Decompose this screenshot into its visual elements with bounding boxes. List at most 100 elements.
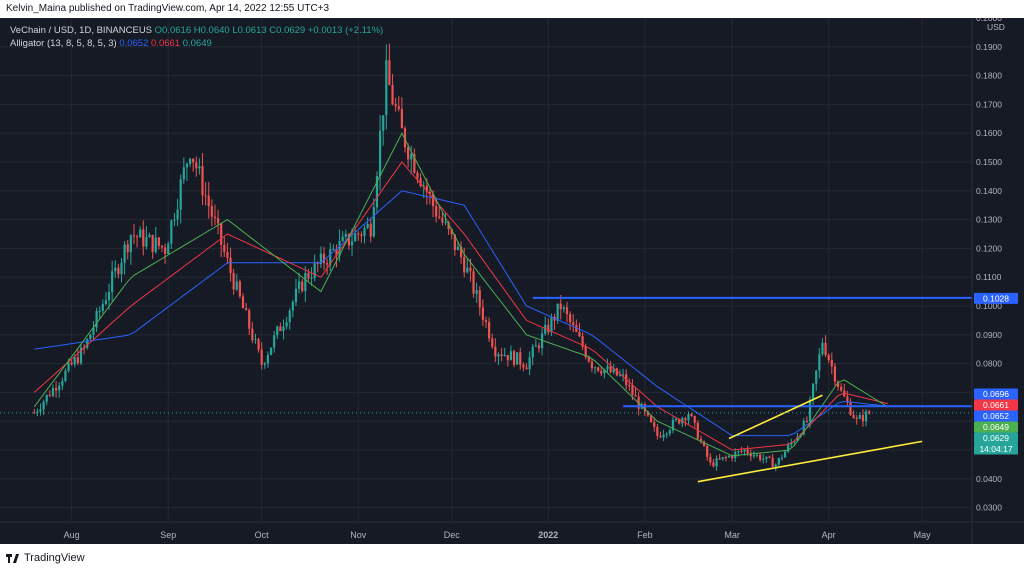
- candle-body: [58, 385, 61, 391]
- price-tag-label: 0.0649: [983, 422, 1009, 432]
- y-tick-label: 0.1500: [976, 157, 1002, 167]
- candle-body: [210, 206, 213, 217]
- candle-body: [662, 434, 665, 438]
- candle-body: [51, 388, 55, 396]
- candle-body: [668, 430, 671, 434]
- candle-body: [562, 307, 565, 310]
- candle-body: [148, 234, 151, 238]
- chart-svg[interactable]: 0.03000.04000.05000.06000.07000.08000.09…: [0, 13, 1024, 544]
- tradingview-logo-icon: [6, 553, 20, 563]
- candle-body: [79, 347, 83, 364]
- x-tick-label: Aug: [64, 530, 80, 540]
- candle-body: [410, 153, 413, 160]
- candle-body: [846, 396, 849, 403]
- candle-body: [653, 422, 656, 427]
- candle-body: [413, 153, 416, 173]
- candle-body: [581, 336, 584, 347]
- price-tag: [974, 432, 1018, 444]
- candle-body: [749, 453, 752, 457]
- candle-body: [528, 357, 531, 370]
- candle-body: [335, 249, 338, 256]
- candle-body: [251, 328, 254, 341]
- candle-body: [500, 354, 503, 356]
- candle-body: [160, 245, 164, 248]
- candle-body: [484, 320, 488, 322]
- candle-body: [693, 416, 696, 423]
- candle-body: [802, 420, 805, 435]
- candle-body: [400, 108, 403, 129]
- candle-body: [54, 388, 58, 391]
- candle-body: [628, 385, 631, 387]
- price-chart[interactable]: 0.03000.04000.05000.06000.07000.08000.09…: [0, 13, 1024, 544]
- candle-body: [575, 325, 578, 332]
- candle-body: [425, 185, 428, 192]
- candle-body: [612, 368, 615, 373]
- candle-body: [488, 321, 491, 339]
- candle-body: [98, 310, 101, 312]
- candle-body: [73, 357, 76, 365]
- candle-body: [263, 363, 266, 365]
- candle-body: [111, 271, 114, 292]
- candle-body: [67, 362, 70, 371]
- candle-body: [301, 281, 304, 292]
- candle-body: [176, 209, 179, 220]
- candle-body: [39, 409, 42, 412]
- candle-body: [556, 303, 559, 321]
- candle-body: [537, 345, 541, 349]
- candle-body: [313, 262, 316, 279]
- candle-body: [569, 314, 572, 323]
- candle-body: [245, 308, 248, 311]
- candle-body: [450, 229, 453, 235]
- candle-body: [316, 262, 319, 264]
- candle-body: [36, 411, 39, 413]
- y-tick-label: 0.0300: [976, 503, 1002, 513]
- candle-body: [706, 445, 709, 457]
- candle-body: [33, 412, 36, 414]
- alligator-line-alligator-teeth: [33, 161, 889, 451]
- candle-body: [101, 303, 104, 311]
- x-tick-label: Dec: [444, 530, 461, 540]
- candle-body: [269, 347, 273, 355]
- candle-body: [257, 339, 260, 350]
- candle-body: [506, 355, 509, 361]
- candle-body: [509, 351, 513, 361]
- y-tick-label: 0.1200: [976, 243, 1002, 253]
- y-axis-unit-label: USD: [987, 22, 1005, 32]
- x-tick-label: Mar: [724, 530, 740, 540]
- jaw-value: 0.0652: [119, 38, 149, 49]
- candle-body: [61, 380, 64, 386]
- candle-body: [394, 104, 397, 107]
- price-tag-label: 0.1028: [983, 293, 1009, 303]
- candle-body: [428, 191, 432, 194]
- candle-body: [702, 441, 706, 446]
- candle-body: [142, 229, 145, 247]
- candle-body: [731, 455, 734, 459]
- candle-body: [787, 444, 790, 452]
- candle-body: [783, 451, 787, 458]
- candle-body: [220, 223, 223, 245]
- y-axis-background: [972, 18, 1024, 544]
- candle-body: [223, 244, 226, 253]
- trend-line: [728, 394, 823, 440]
- y-tick-label: 0.1100: [976, 272, 1002, 282]
- candle-body: [204, 195, 207, 197]
- indicator-legend[interactable]: Alligator (13, 8, 5, 8, 5, 3) 0.0652 0.0…: [10, 37, 383, 50]
- tradingview-footer[interactable]: TradingView: [0, 548, 306, 568]
- candle-body: [762, 458, 765, 460]
- candle-body: [129, 235, 132, 253]
- candle-body: [606, 366, 609, 370]
- candle-body: [132, 235, 136, 237]
- candle-body: [475, 290, 478, 294]
- candle-body: [42, 401, 45, 410]
- price-tag-label: 14:04:17: [979, 444, 1012, 454]
- y-tick-label: 0.1400: [976, 186, 1002, 196]
- candle-body: [858, 415, 861, 419]
- price-tag: [974, 443, 1018, 455]
- x-tick-label: Feb: [637, 530, 653, 540]
- y-tick-label: 0.1300: [976, 215, 1002, 225]
- candle-body: [135, 236, 139, 238]
- candle-body: [329, 249, 332, 265]
- candle-body: [157, 237, 160, 246]
- candle-body: [139, 229, 142, 238]
- price-tag: [974, 388, 1018, 400]
